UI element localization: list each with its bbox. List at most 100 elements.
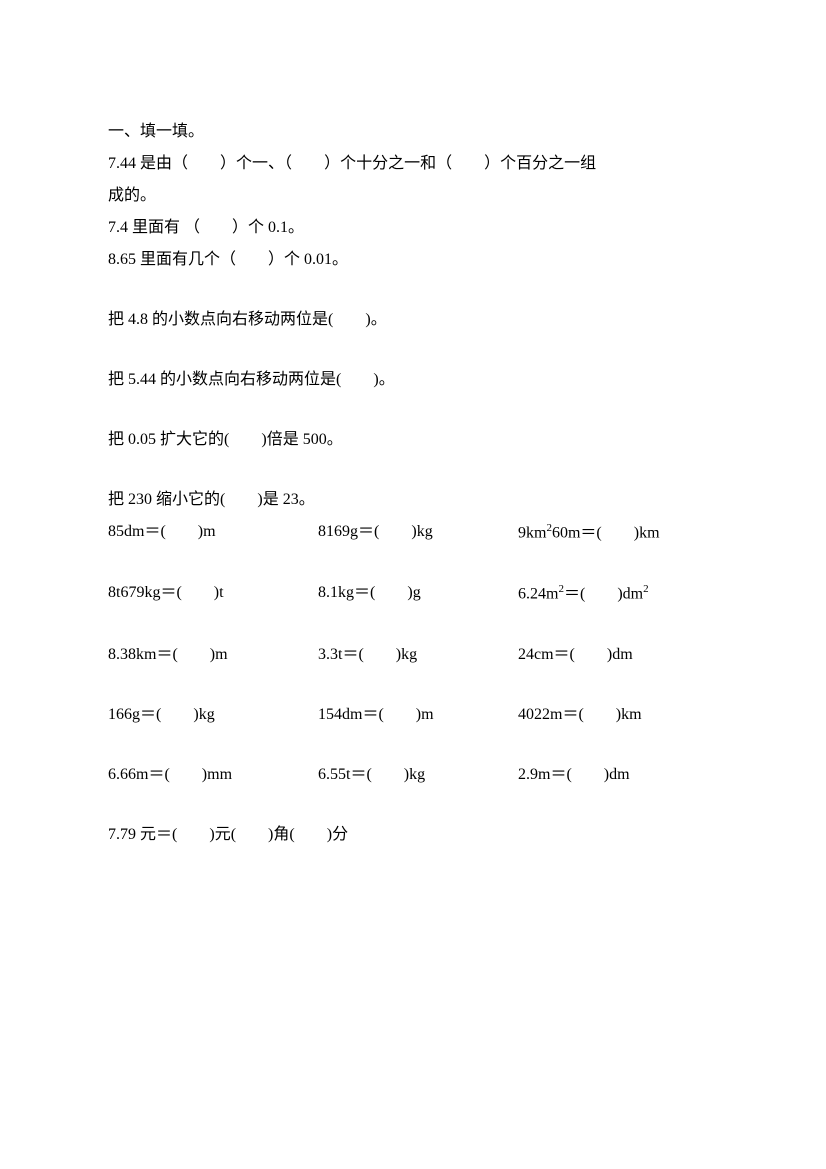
r5c2-p1: 6.55t＝( [318, 766, 372, 783]
ql-p2: )元( [209, 826, 236, 843]
section-title: 一、填一填。 [108, 123, 204, 140]
q4-line: 把 4.8 的小数点向右移动两位是( )。 [108, 308, 718, 332]
r2c3-p3: )dm [617, 586, 643, 603]
q7-p2: )是 23。 [257, 491, 314, 508]
r4c1-p1: 166g＝( [108, 706, 161, 723]
blank [602, 521, 634, 545]
q5-line: 把 5.44 的小数点向右移动两位是( )。 [108, 368, 718, 392]
q4-p2: )。 [365, 311, 386, 328]
r1c1: 85dm＝( )m [108, 520, 318, 545]
q1-l2: 成的。 [108, 187, 156, 204]
q7-p1: 把 230 缩小它的( [108, 491, 225, 508]
conversion-row-5: 6.66m＝( )mm 6.55t＝( )kg 2.9m＝( )dm [108, 763, 718, 787]
r1c3-p2: 60m＝( [552, 524, 602, 541]
q6-line: 把 0.05 扩大它的( )倍是 500。 [108, 428, 718, 452]
r4c3-p2: )km [616, 706, 642, 723]
r5c1: 6.66m＝( )mm [108, 763, 318, 787]
conversion-row-1: 85dm＝( )m 8169g＝( )kg 9km260m＝( )km [108, 520, 718, 545]
q7-line: 把 230 缩小它的( )是 23。 [108, 488, 718, 512]
r2c3: 6.24m2＝( )dm2 [518, 581, 718, 606]
blank [225, 488, 257, 512]
r3c1-p2: )m [210, 646, 228, 663]
r2c3-p2: ＝( [564, 586, 585, 603]
blank [292, 152, 324, 176]
blank [572, 763, 604, 787]
q1-line2: 成的。 [108, 184, 718, 208]
blank [372, 763, 404, 787]
r3c1: 8.38km＝( )m [108, 643, 318, 667]
q6-p2: )倍是 500。 [261, 431, 342, 448]
blank [384, 703, 416, 727]
r3c1-p1: 8.38km＝( [108, 646, 178, 663]
section-heading: 一、填一填。 [108, 120, 718, 144]
blank [341, 368, 373, 392]
conversion-row-2: 8t679kg＝( )t 8.1kg＝( )g 6.24m2＝( )dm2 [108, 581, 718, 606]
r3c2: 3.3t＝( )kg [318, 643, 518, 667]
r5c3-p1: 2.9m＝( [518, 766, 572, 783]
blank [182, 581, 214, 605]
q6-p1: 把 0.05 扩大它的( [108, 431, 229, 448]
q3-p1: 8.65 里面有几个（ [108, 251, 236, 268]
r3c2-p1: 3.3t＝( [318, 646, 364, 663]
r4c2-p2: )m [416, 706, 434, 723]
r2c1-p2: )t [214, 584, 224, 601]
ql-p4: )分 [327, 826, 348, 843]
r1c3-p1: 9km [518, 524, 546, 541]
r5c2: 6.55t＝( )kg [318, 763, 518, 787]
blank [170, 763, 202, 787]
q2-line: 7.4 里面有 （ ）个 0.1。 [108, 216, 718, 240]
r2c1: 8t679kg＝( )t [108, 581, 318, 606]
r1c1-p2: )m [198, 523, 216, 540]
r4c3-p1: 4022m＝( [518, 706, 584, 723]
blank [584, 703, 616, 727]
r2c1-p1: 8t679kg＝( [108, 584, 182, 601]
ql-p3: )角( [268, 826, 295, 843]
r5c1-p2: )mm [202, 766, 232, 783]
r3c3-p1: 24cm＝( [518, 646, 575, 663]
r2c2: 8.1kg＝( )g [318, 581, 518, 606]
blank [229, 428, 261, 452]
q1-line1: 7.44 是由（ ）个一、（ ）个十分之一和（ ）个百分之一组 [108, 152, 718, 176]
r4c3: 4022m＝( )km [518, 703, 718, 727]
r3c3-p2: )dm [607, 646, 633, 663]
blank [575, 643, 607, 667]
r1c2-p1: 8169g＝( [318, 523, 379, 540]
conversion-row-3: 8.38km＝( )m 3.3t＝( )kg 24cm＝( )dm [108, 643, 718, 667]
blank [452, 152, 484, 176]
blank [236, 823, 268, 847]
r3c2-p2: )kg [396, 646, 417, 663]
conversion-row-4: 166g＝( )kg 154dm＝( )m 4022m＝( )km [108, 703, 718, 727]
ql-p1: 7.79 元＝( [108, 826, 177, 843]
r1c3: 9km260m＝( )km [518, 520, 718, 545]
q2-p1: 7.4 里面有 （ [108, 219, 200, 236]
blank [379, 520, 411, 544]
r1c3-p3: )km [634, 524, 660, 541]
r2c3-sup2: 2 [643, 583, 649, 595]
r2c3-p1: 6.24m [518, 586, 558, 603]
blank [178, 643, 210, 667]
q1-l1-p1: 7.44 是由（ [108, 155, 188, 172]
r4c2-p1: 154dm＝( [318, 706, 384, 723]
blank [333, 308, 365, 332]
r3c3: 24cm＝( )dm [518, 643, 718, 667]
r2c2-p2: )g [407, 584, 420, 601]
r5c1-p1: 6.66m＝( [108, 766, 170, 783]
r1c2: 8169g＝( )kg [318, 520, 518, 545]
blank [166, 520, 198, 544]
r4c1: 166g＝( )kg [108, 703, 318, 727]
q3-p2: ）个 0.01。 [268, 251, 348, 268]
r1c1-p1: 85dm＝( [108, 523, 166, 540]
q1-l1-p4: ）个百分之一组 [484, 155, 596, 172]
blank [295, 823, 327, 847]
r4c2: 154dm＝( )m [318, 703, 518, 727]
q1-l1-p2: ）个一、（ [220, 155, 292, 172]
blank [585, 583, 617, 607]
q1-l1-p3: ）个十分之一和（ [324, 155, 452, 172]
q5-p1: 把 5.44 的小数点向右移动两位是( [108, 371, 341, 388]
r2c2-p1: 8.1kg＝( [318, 584, 375, 601]
blank [375, 581, 407, 605]
r5c3: 2.9m＝( )dm [518, 763, 718, 787]
blank [188, 152, 220, 176]
blank [236, 248, 268, 272]
r4c1-p2: )kg [193, 706, 214, 723]
